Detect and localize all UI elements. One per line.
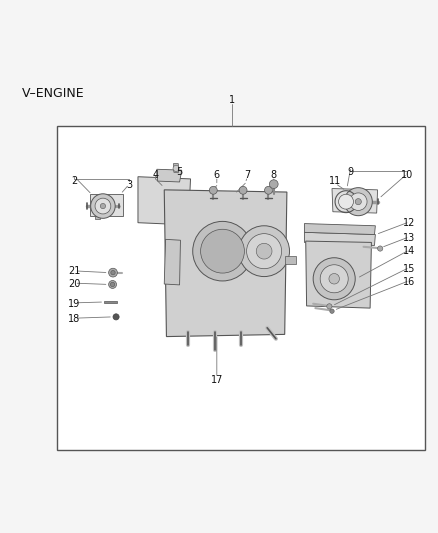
Circle shape bbox=[110, 282, 115, 287]
Circle shape bbox=[239, 187, 247, 194]
Text: 6: 6 bbox=[214, 169, 220, 180]
Circle shape bbox=[109, 268, 117, 277]
Circle shape bbox=[113, 314, 119, 320]
Circle shape bbox=[350, 193, 367, 211]
Polygon shape bbox=[332, 189, 378, 213]
Polygon shape bbox=[164, 190, 287, 336]
Text: 14: 14 bbox=[403, 246, 416, 256]
Text: 13: 13 bbox=[403, 233, 416, 243]
Circle shape bbox=[95, 198, 111, 214]
Polygon shape bbox=[104, 301, 117, 303]
Circle shape bbox=[339, 194, 353, 209]
Circle shape bbox=[320, 265, 348, 293]
Polygon shape bbox=[90, 194, 123, 216]
Polygon shape bbox=[138, 177, 191, 225]
Circle shape bbox=[313, 258, 355, 300]
Circle shape bbox=[193, 221, 252, 281]
Circle shape bbox=[109, 280, 117, 288]
Circle shape bbox=[256, 243, 272, 259]
Text: 4: 4 bbox=[152, 169, 159, 180]
Text: 19: 19 bbox=[68, 298, 81, 309]
Circle shape bbox=[173, 165, 179, 172]
Circle shape bbox=[201, 229, 244, 273]
Text: 17: 17 bbox=[211, 375, 223, 385]
Polygon shape bbox=[304, 223, 375, 235]
Text: 11: 11 bbox=[329, 176, 341, 186]
Circle shape bbox=[111, 270, 115, 275]
Circle shape bbox=[344, 188, 372, 216]
Text: 15: 15 bbox=[403, 264, 416, 273]
Polygon shape bbox=[306, 241, 371, 308]
Polygon shape bbox=[157, 169, 182, 182]
Text: 3: 3 bbox=[126, 181, 132, 190]
Polygon shape bbox=[285, 255, 296, 264]
Text: 7: 7 bbox=[244, 169, 251, 180]
Text: 1: 1 bbox=[229, 95, 235, 105]
Text: 9: 9 bbox=[347, 167, 353, 177]
Text: 12: 12 bbox=[403, 217, 416, 228]
Text: V–ENGINE: V–ENGINE bbox=[22, 87, 85, 100]
Polygon shape bbox=[173, 164, 179, 172]
Circle shape bbox=[355, 199, 361, 205]
Text: 20: 20 bbox=[68, 279, 81, 289]
Bar bbox=[57, 126, 425, 450]
Polygon shape bbox=[304, 232, 375, 246]
Circle shape bbox=[209, 187, 217, 194]
Circle shape bbox=[247, 233, 282, 269]
Circle shape bbox=[329, 273, 339, 284]
Bar bbox=[142, 185, 180, 216]
Circle shape bbox=[378, 246, 383, 251]
Text: 18: 18 bbox=[68, 314, 81, 324]
Circle shape bbox=[265, 187, 272, 194]
Circle shape bbox=[269, 180, 278, 189]
Polygon shape bbox=[95, 216, 100, 219]
Text: 2: 2 bbox=[71, 176, 78, 186]
Text: 10: 10 bbox=[401, 169, 413, 180]
Text: 8: 8 bbox=[271, 169, 277, 180]
Polygon shape bbox=[164, 239, 180, 285]
Circle shape bbox=[327, 304, 332, 309]
Text: 21: 21 bbox=[68, 266, 81, 276]
Circle shape bbox=[91, 194, 115, 219]
Text: 5: 5 bbox=[177, 167, 183, 177]
Circle shape bbox=[330, 309, 334, 313]
Circle shape bbox=[239, 226, 290, 277]
Text: 16: 16 bbox=[403, 277, 416, 287]
Circle shape bbox=[100, 204, 106, 209]
